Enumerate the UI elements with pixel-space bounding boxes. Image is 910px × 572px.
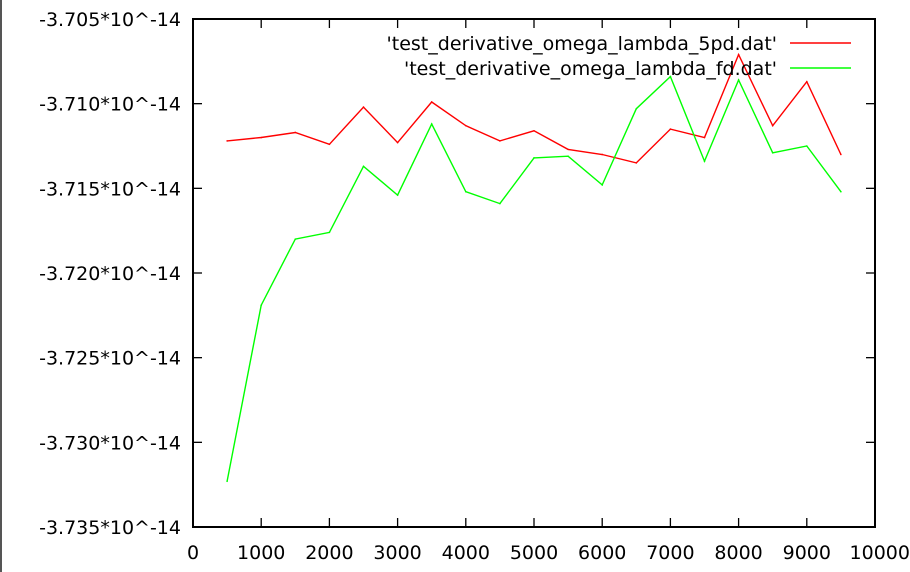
data-point [806, 145, 808, 147]
data-point [499, 202, 501, 205]
data-point [430, 101, 433, 103]
data-point [601, 153, 603, 156]
data-point [567, 148, 569, 151]
data-point [328, 143, 331, 146]
data-point [669, 75, 672, 78]
data-point [533, 157, 535, 159]
x-tick-label: 7000 [646, 542, 694, 564]
data-point [737, 79, 740, 81]
data-point [806, 80, 808, 83]
data-point [294, 131, 297, 134]
data-point [362, 165, 365, 168]
data-point [840, 153, 842, 156]
plot-frame [192, 18, 876, 528]
x-tick-label: 8000 [714, 542, 762, 564]
x-tick-label: 9000 [783, 542, 831, 564]
data-point [669, 128, 672, 130]
legend-label: 'test_derivative_omega_lambda_5pd.dat' [387, 33, 777, 55]
data-point [396, 141, 399, 144]
x-tick-label: 10000 [850, 542, 910, 564]
x-tick-label: 0 [187, 542, 199, 564]
x-tick-label: 1000 [237, 542, 285, 564]
data-point [567, 155, 569, 157]
data-point [771, 124, 774, 127]
series-line-2 [226, 75, 842, 482]
data-point [260, 304, 263, 306]
x-tick-label: 4000 [442, 542, 490, 564]
x-tick-label: 2000 [305, 542, 353, 564]
data-point [226, 140, 228, 142]
y-tick-label: -3.735*10^-14 [39, 517, 181, 539]
data-point [703, 136, 706, 139]
y-tick-label: -3.725*10^-14 [39, 348, 181, 370]
data-point [635, 107, 638, 110]
data-point [465, 124, 467, 127]
x-tick-label: 3000 [373, 542, 421, 564]
data-point [430, 123, 433, 125]
y-tick-label: -3.730*10^-14 [39, 432, 181, 454]
x-tick-label: 6000 [578, 542, 626, 564]
data-point [226, 480, 228, 483]
data-point [465, 190, 467, 193]
data-point [328, 231, 331, 234]
legend-label: 'test_derivative_omega_lambda_fd.dat' [404, 58, 777, 80]
data-point [840, 190, 842, 193]
data-point [260, 136, 263, 139]
data-point [396, 194, 399, 196]
data-point [635, 162, 638, 164]
data-point [499, 140, 501, 142]
y-tick-label: -3.715*10^-14 [39, 178, 181, 200]
data-point [771, 151, 774, 154]
x-tick-label: 5000 [510, 542, 558, 564]
data-point [601, 184, 603, 186]
y-tick-label: -3.710*10^-14 [39, 94, 181, 116]
data-point [533, 129, 535, 132]
data-point [362, 106, 365, 108]
series-group [226, 52, 842, 483]
data-point [703, 160, 706, 163]
y-tick-label: -3.705*10^-14 [39, 9, 181, 31]
y-tick-label: -3.720*10^-14 [39, 263, 181, 285]
data-point [294, 238, 297, 240]
legend: 'test_derivative_omega_lambda_5pd.dat' 't… [387, 33, 851, 80]
axes: -3.705*10^-14 -3.710*10^-14 -3.715*10^-14 -… [39, 9, 910, 564]
data-point [737, 53, 740, 56]
